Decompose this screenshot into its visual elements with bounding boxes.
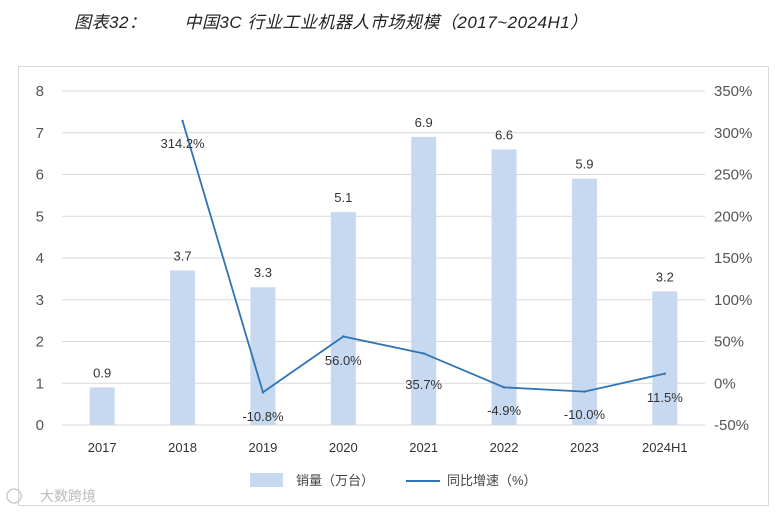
legend-bar-swatch [250,473,283,487]
line-point [502,386,506,389]
y-right-tick-label: 350% [714,83,752,100]
y-left-tick-label: 7 [36,125,44,142]
x-tick-label: 2017 [88,440,117,455]
y-right-tick-label: 100% [714,292,752,309]
watermark-text: 大数跨境 [40,488,96,504]
line-point [181,119,184,123]
figure-title: 中国3C 行业工业机器人市场规模（2017~2024H1） [184,13,588,32]
bar-value-label: 6.9 [415,115,433,130]
line-value-label: -10.0% [564,407,606,422]
bar [89,387,115,425]
y-left-tick-label: 5 [36,208,44,225]
y-left-tick-label: 4 [36,250,44,267]
y-left-tick-label: 2 [36,334,44,351]
x-tick-label: 2018 [168,440,197,455]
line-value-label: -4.9% [487,403,521,418]
figure-label: 图表32： [74,13,147,32]
line-point [583,390,586,393]
watermark-logo-icon [6,488,22,504]
bar [491,149,517,425]
line-value-label: 35.7% [405,377,442,392]
bar [652,291,678,425]
x-tick-label: 2023 [570,440,599,455]
legend-bar-label: 销量（万台） [296,473,374,488]
y-right-tick-label: 300% [714,125,752,142]
bar [170,270,196,425]
bar [411,136,437,426]
y-right-tick-label: 250% [714,167,752,184]
y-left-tick-label: 1 [36,375,44,392]
x-tick-label: 2022 [490,440,519,455]
line-point [261,391,265,394]
y-right-tick-label: 150% [714,250,752,267]
bar-value-label: 3.2 [656,269,674,284]
bar-value-label: 6.6 [495,127,513,142]
bar-value-label: 3.3 [254,265,272,280]
bar-value-label: 0.9 [93,365,111,380]
y-left-tick-label: 6 [36,167,44,184]
x-tick-label: 2021 [409,440,438,455]
y-right-tick-label: 0% [714,375,736,392]
bar-value-label: 5.1 [334,190,352,205]
y-left-tick-label: 3 [36,292,44,309]
line-value-label: 11.5% [647,390,683,405]
y-right-tick-label: 200% [714,208,752,225]
legend-line-label: 同比增速（%） [447,473,537,488]
x-tick-label: 2024H1 [642,440,688,455]
y-left-tick-label: 8 [36,83,44,100]
y-right-tick-label: 50% [714,334,744,351]
line-value-label: 56.0% [325,353,362,368]
line-value-label: -10.8% [242,409,284,424]
bar-value-label: 3.7 [174,249,192,264]
x-tick-label: 2019 [248,440,277,455]
bar [571,178,597,425]
y-left-tick-label: 0 [36,417,44,434]
bar [250,287,276,425]
line-value-label: 314.2% [161,136,206,151]
chart-frame [18,66,769,506]
bar-value-label: 5.9 [575,157,593,172]
line-point [663,372,667,375]
x-tick-label: 2020 [329,440,358,455]
y-right-tick-label: -50% [714,417,749,434]
chart-title: 图表32： 中国3C 行业工业机器人市场规模（2017~2024H1） [74,8,588,33]
line-point [422,352,425,355]
line-point [342,335,345,338]
bar [330,212,356,425]
